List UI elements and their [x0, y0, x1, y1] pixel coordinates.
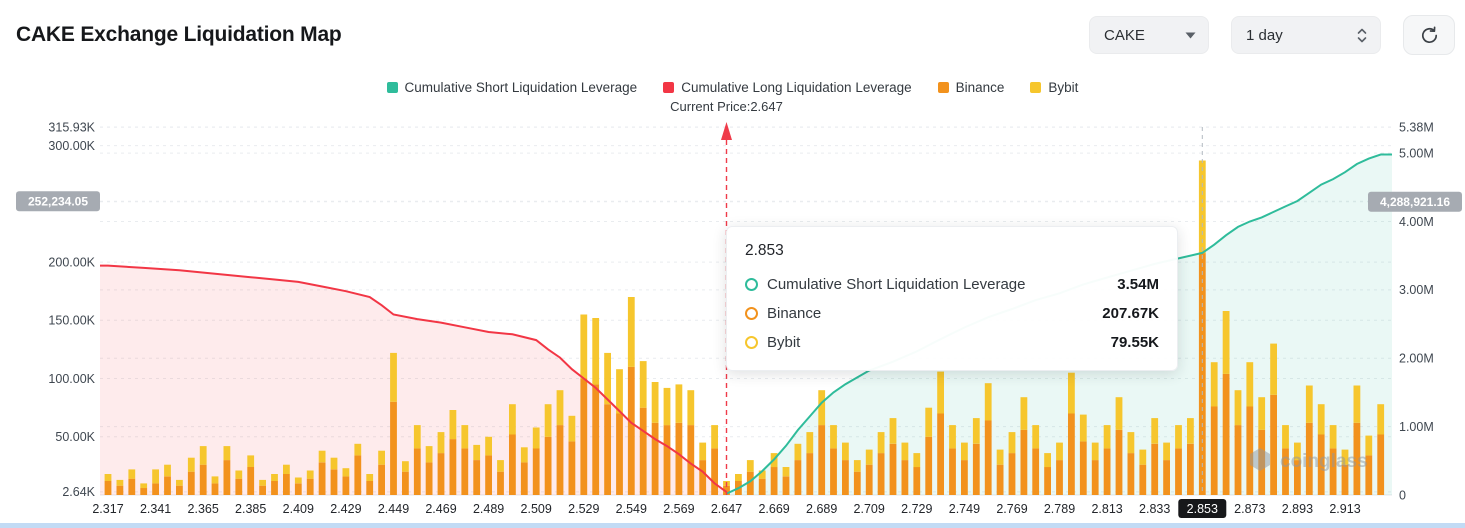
svg-text:100.00K: 100.00K: [48, 372, 95, 386]
bybit-bars[interactable]: [104, 160, 1385, 489]
svg-text:200.00K: 200.00K: [48, 255, 95, 269]
legend-label: Bybit: [1048, 80, 1079, 95]
x-axis-label: 2.489: [473, 502, 504, 516]
legend-swatch-icon: [937, 82, 949, 93]
chevron-down-icon: [1185, 32, 1196, 39]
x-axis-label: 2.893: [1282, 502, 1313, 516]
x-axis-label: 2.729: [901, 502, 932, 516]
timeframe-select[interactable]: 1 day: [1231, 16, 1381, 54]
left-axis-value-badge: 252,234.05: [16, 191, 100, 212]
stepper-icon: [1356, 27, 1368, 44]
x-axis-label: 2.873: [1234, 502, 1265, 516]
svg-text:5.38M: 5.38M: [1399, 120, 1434, 134]
x-axis-label: 2.509: [521, 502, 552, 516]
timeframe-select-value: 1 day: [1246, 26, 1283, 44]
svg-text:0: 0: [1399, 488, 1406, 502]
x-axis-label: 2.549: [616, 502, 647, 516]
legend-item-binance[interactable]: Binance: [937, 80, 1005, 95]
header-controls: CAKE 1 day: [1089, 15, 1455, 55]
tooltip-row-value: 207.67K: [1102, 305, 1159, 322]
watermark-logo-icon: [1250, 448, 1270, 471]
series-marker-icon: [745, 278, 758, 291]
x-axis-label: 2.409: [283, 502, 314, 516]
symbol-select[interactable]: CAKE: [1089, 16, 1209, 54]
svg-text:315.93K: 315.93K: [48, 120, 95, 134]
legend-item-bybit[interactable]: Bybit: [1030, 80, 1078, 95]
chart-tooltip: 2.853 Cumulative Short Liquidation Lever…: [726, 226, 1178, 371]
current-price-label: Current Price:2.647: [670, 99, 783, 114]
legend-swatch-icon: [1030, 82, 1042, 93]
watermark: coinglass: [1250, 448, 1368, 472]
svg-text:252,234.05: 252,234.05: [28, 195, 88, 209]
chart-scrollbar[interactable]: [0, 523, 1465, 528]
refresh-button[interactable]: [1403, 15, 1455, 55]
legend-swatch-icon: [386, 82, 398, 93]
legend-label: Binance: [955, 80, 1005, 95]
svg-text:4,288,921.16: 4,288,921.16: [1380, 195, 1450, 209]
x-axis-label: 2.529: [568, 502, 599, 516]
tooltip-title: 2.853: [745, 242, 784, 259]
x-axis-label: 2.789: [1044, 502, 1075, 516]
long-liquidation-line: [100, 264, 728, 493]
legend-label: Cumulative Long Liquidation Leverage: [681, 80, 912, 95]
refresh-icon: [1419, 25, 1440, 46]
x-axis-labels: 2.317 2.341 2.365 2.385 2.409 2.429 2.449 2.469…: [92, 499, 1361, 518]
highlighted-x-label-badge: [1178, 499, 1227, 518]
symbol-select-value: CAKE: [1104, 26, 1145, 44]
x-axis-label: 2.385: [235, 502, 266, 516]
page-title: CAKE Exchange Liquidation Map: [16, 23, 342, 46]
legend-item-cumulative-short[interactable]: Cumulative Short Liquidation Leverage: [386, 80, 638, 95]
tooltip-row-bybit: Bybit 79.55K: [745, 328, 1159, 357]
chart-legend: Cumulative Short Liquidation Leverage Cu…: [0, 80, 1465, 95]
x-axis-label: 2.365: [188, 502, 219, 516]
legend-label: Cumulative Short Liquidation Leverage: [404, 80, 638, 95]
x-axis-label: 2.833: [1139, 502, 1170, 516]
legend-item-cumulative-long[interactable]: Cumulative Long Liquidation Leverage: [663, 80, 912, 95]
svg-text:150.00K: 150.00K: [48, 314, 95, 328]
x-axis-label: 2.469: [425, 502, 456, 516]
x-axis-label: 2.317: [92, 502, 123, 516]
x-axis-label: 2.647: [711, 502, 742, 516]
x-axis-label: 2.569: [663, 502, 694, 516]
tooltip-row-cumulative-short: Cumulative Short Liquidation Leverage 3.…: [745, 270, 1159, 299]
x-axis-label: 2.341: [140, 502, 171, 516]
series-marker-icon: [745, 336, 758, 349]
tooltip-row-label: Binance: [767, 305, 822, 322]
tooltip-row-label: Bybit: [767, 334, 801, 351]
svg-text:4.00M: 4.00M: [1399, 215, 1434, 229]
chart-area: Current Price:2.647 315.93K 300.00K 200.00K…: [0, 96, 1465, 528]
svg-text:50.00K: 50.00K: [55, 430, 95, 444]
x-axis-label: 2.449: [378, 502, 409, 516]
x-axis-label: 2.429: [330, 502, 361, 516]
tooltip-row-label: Cumulative Short Liquidation Leverage: [767, 276, 1026, 293]
x-axis-label: 2.689: [806, 502, 837, 516]
svg-text:300.00K: 300.00K: [48, 139, 95, 153]
right-axis-value-badge: 4,288,921.16: [1368, 191, 1462, 212]
binance-bars[interactable]: [104, 253, 1385, 495]
x-axis-label: 2.813: [1091, 502, 1122, 516]
svg-text:1.00M: 1.00M: [1399, 420, 1434, 434]
x-axis-label: 2.669: [758, 502, 789, 516]
current-price-marker: Current Price:2.647: [670, 99, 783, 495]
svg-text:3.00M: 3.00M: [1399, 283, 1434, 297]
x-axis-label: 2.709: [854, 502, 885, 516]
up-arrow-icon: [721, 122, 732, 140]
tooltip-row-value: 3.54M: [1117, 276, 1159, 293]
tooltip-row-binance: Binance 207.67K: [745, 299, 1159, 328]
x-axis-label: 2.913: [1329, 502, 1360, 516]
y-axis-labels: 315.93K 300.00K 200.00K 150.00K 100.00K 50.00…: [48, 120, 1433, 502]
svg-text:coinglass: coinglass: [1280, 451, 1368, 472]
legend-swatch-icon: [663, 82, 675, 93]
x-axis-label: 2.769: [996, 502, 1027, 516]
x-axis-label: 2.749: [949, 502, 980, 516]
topbar: CAKE Exchange Liquidation Map CAKE 1 day: [0, 0, 1465, 62]
tooltip-row-value: 79.55K: [1110, 334, 1159, 351]
svg-text:5.00M: 5.00M: [1399, 146, 1434, 160]
highlighted-x-label: 2.853: [1187, 502, 1218, 516]
svg-text:2.00M: 2.00M: [1399, 352, 1434, 366]
series-marker-icon: [745, 307, 758, 320]
svg-text:2.64K: 2.64K: [62, 485, 95, 499]
